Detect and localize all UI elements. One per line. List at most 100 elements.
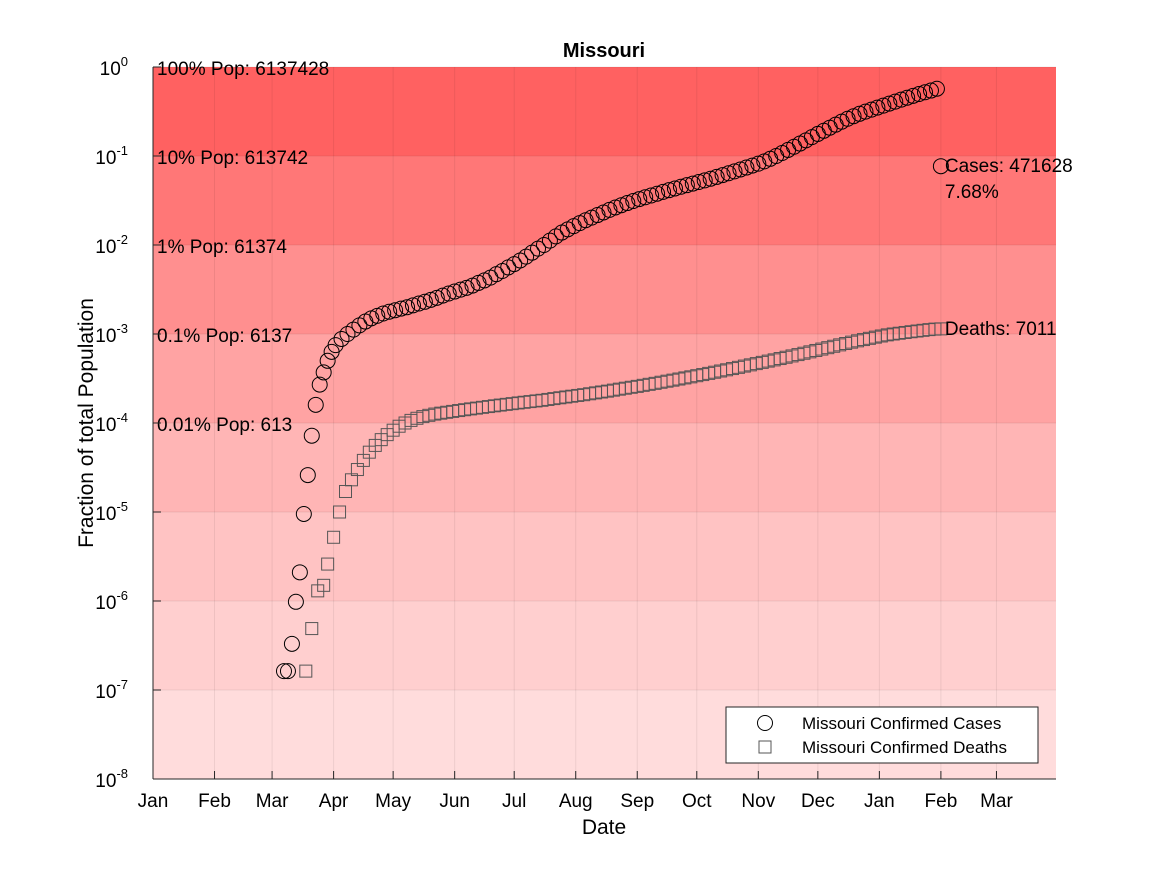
y-tick-label: 10-7	[95, 677, 128, 703]
legend-label: Missouri Confirmed Deaths	[802, 738, 1007, 757]
x-tick-label: May	[375, 791, 411, 812]
case-point	[684, 175, 701, 192]
case-point	[726, 163, 743, 180]
case-point	[863, 101, 880, 118]
population-bands	[153, 67, 1056, 779]
case-point	[393, 300, 410, 317]
x-tick-label: Oct	[682, 791, 712, 812]
y-tick-exponent: -3	[116, 321, 128, 336]
x-tick-label: Jun	[439, 791, 470, 812]
case-point	[299, 467, 316, 484]
y-tick-exponent: -7	[116, 677, 128, 692]
y-tick-base: 10	[95, 148, 116, 169]
case-point	[619, 195, 636, 212]
case-point	[327, 337, 344, 354]
x-tick-label: Apr	[319, 791, 349, 812]
case-point	[637, 189, 654, 206]
population-band	[153, 156, 1056, 245]
case-point	[672, 178, 689, 195]
case-point	[851, 105, 868, 122]
y-tick-base: 10	[95, 593, 116, 614]
case-point	[524, 244, 541, 261]
case-point	[702, 170, 719, 187]
y-tick-base: 10	[95, 504, 116, 525]
case-point	[541, 232, 558, 249]
case-point	[631, 191, 648, 208]
legend-label: Missouri Confirmed Cases	[802, 714, 1001, 733]
case-point	[351, 317, 368, 334]
case-point	[535, 237, 552, 253]
legend-circle-marker	[757, 715, 773, 731]
case-point	[518, 248, 535, 265]
case-point	[279, 663, 296, 680]
case-point	[690, 174, 707, 191]
legend: Missouri Confirmed Cases Missouri Confirm…	[725, 706, 1039, 764]
case-point	[404, 297, 421, 314]
case-point	[649, 185, 666, 202]
case-point	[319, 352, 336, 369]
y-tick-base: 10	[95, 237, 116, 258]
case-point	[295, 505, 312, 522]
y-tick-exponent: 0	[121, 54, 128, 69]
case-point	[303, 427, 320, 444]
deaths-end-label: Deaths: 7011	[945, 319, 1057, 340]
death-point	[321, 557, 335, 571]
y-tick-base: 10	[95, 682, 116, 703]
x-tick-label: Dec	[801, 791, 835, 812]
x-tick-label: Feb	[198, 791, 231, 812]
case-point	[512, 252, 529, 269]
population-band-label: 10% Pop: 613742	[157, 148, 308, 169]
x-tick-label: Aug	[559, 791, 593, 812]
case-point	[440, 285, 457, 302]
population-band	[153, 334, 1056, 423]
population-band	[153, 601, 1056, 690]
population-band-label: 0.01% Pop: 613	[157, 415, 292, 436]
y-tick-label: 10-1	[95, 143, 128, 169]
y-tick-label: 10-6	[95, 588, 128, 614]
case-point	[275, 663, 292, 680]
case-point	[339, 326, 356, 342]
x-tick-label: Mar	[256, 791, 289, 812]
deaths-series	[299, 322, 948, 678]
case-point	[381, 303, 398, 320]
y-tick-exponent: -1	[116, 143, 128, 158]
case-point	[345, 321, 362, 338]
case-point	[905, 87, 922, 104]
y-tick-label: 10-5	[95, 499, 128, 525]
x-axis-title: Date	[582, 816, 626, 839]
case-point	[678, 177, 695, 194]
chart-title: Missouri	[563, 40, 645, 62]
death-point	[317, 578, 331, 592]
case-point	[416, 293, 433, 310]
death-point	[305, 622, 319, 636]
y-tick-label: 10-8	[95, 766, 128, 792]
y-tick-exponent: -4	[116, 410, 128, 425]
y-tick-label: 10-4	[95, 410, 128, 436]
population-band-labels: 100% Pop: 6137428 10% Pop: 613742 1% Pop: …	[157, 59, 329, 436]
x-tick-label: Jan	[864, 791, 895, 812]
case-point	[661, 182, 677, 199]
x-tick-label: Sep	[620, 791, 654, 812]
case-point	[928, 80, 945, 97]
death-point	[299, 664, 313, 678]
legend-square-marker	[758, 740, 772, 754]
population-band	[153, 512, 1056, 601]
case-point	[307, 396, 324, 413]
y-tick-label: 10-2	[95, 232, 128, 258]
case-point	[547, 228, 564, 245]
case-point	[881, 95, 898, 112]
x-tick-label: Jan	[138, 791, 169, 812]
case-point	[720, 165, 737, 182]
case-point	[922, 82, 939, 99]
case-point	[452, 281, 469, 298]
case-point	[643, 187, 660, 204]
case-point	[887, 93, 904, 110]
case-point	[911, 86, 928, 103]
case-point	[708, 168, 725, 185]
x-tick-label: Feb	[925, 791, 958, 812]
case-point	[333, 330, 350, 347]
y-tick-base: 10	[100, 59, 121, 80]
case-point	[666, 180, 683, 197]
